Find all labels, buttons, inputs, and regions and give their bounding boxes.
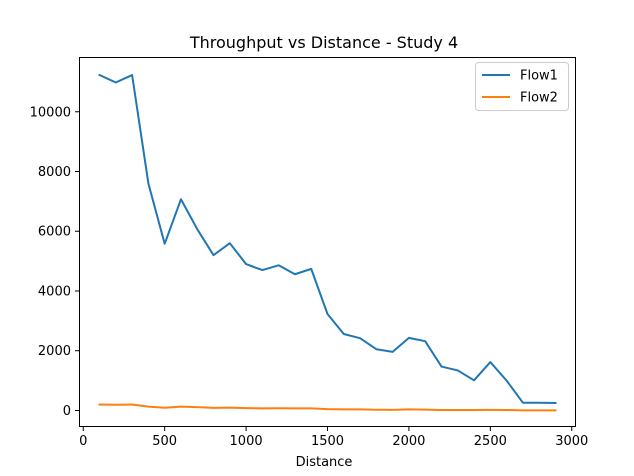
y-tick-label: 2000	[38, 344, 71, 359]
y-tick-label: 10000	[30, 105, 71, 120]
y-tick-label: 4000	[38, 284, 71, 299]
chart-title: Throughput vs Distance - Study 4	[189, 33, 458, 52]
x-tick-label: 2000	[392, 434, 425, 449]
series-line-flow2	[98, 403, 557, 412]
x-tick-label: 2500	[474, 434, 507, 449]
x-axis-label: Distance	[296, 455, 353, 470]
x-tick-label: 1000	[230, 434, 263, 449]
x-tick-label: 500	[152, 434, 177, 449]
series-line-flow1	[98, 73, 557, 405]
y-tick-label: 8000	[38, 165, 71, 180]
legend-label-flow2: Flow2	[520, 91, 558, 106]
x-tick-label: 0	[79, 434, 87, 449]
legend-label-flow1: Flow1	[520, 69, 558, 84]
y-tick-label: 6000	[38, 225, 71, 240]
legend: Flow1 Flow2	[475, 62, 569, 111]
plot-frame	[79, 57, 576, 427]
x-tick-label: 1500	[311, 434, 344, 449]
y-tick-label: 0	[63, 404, 71, 419]
x-tick-label: 3000	[555, 434, 588, 449]
